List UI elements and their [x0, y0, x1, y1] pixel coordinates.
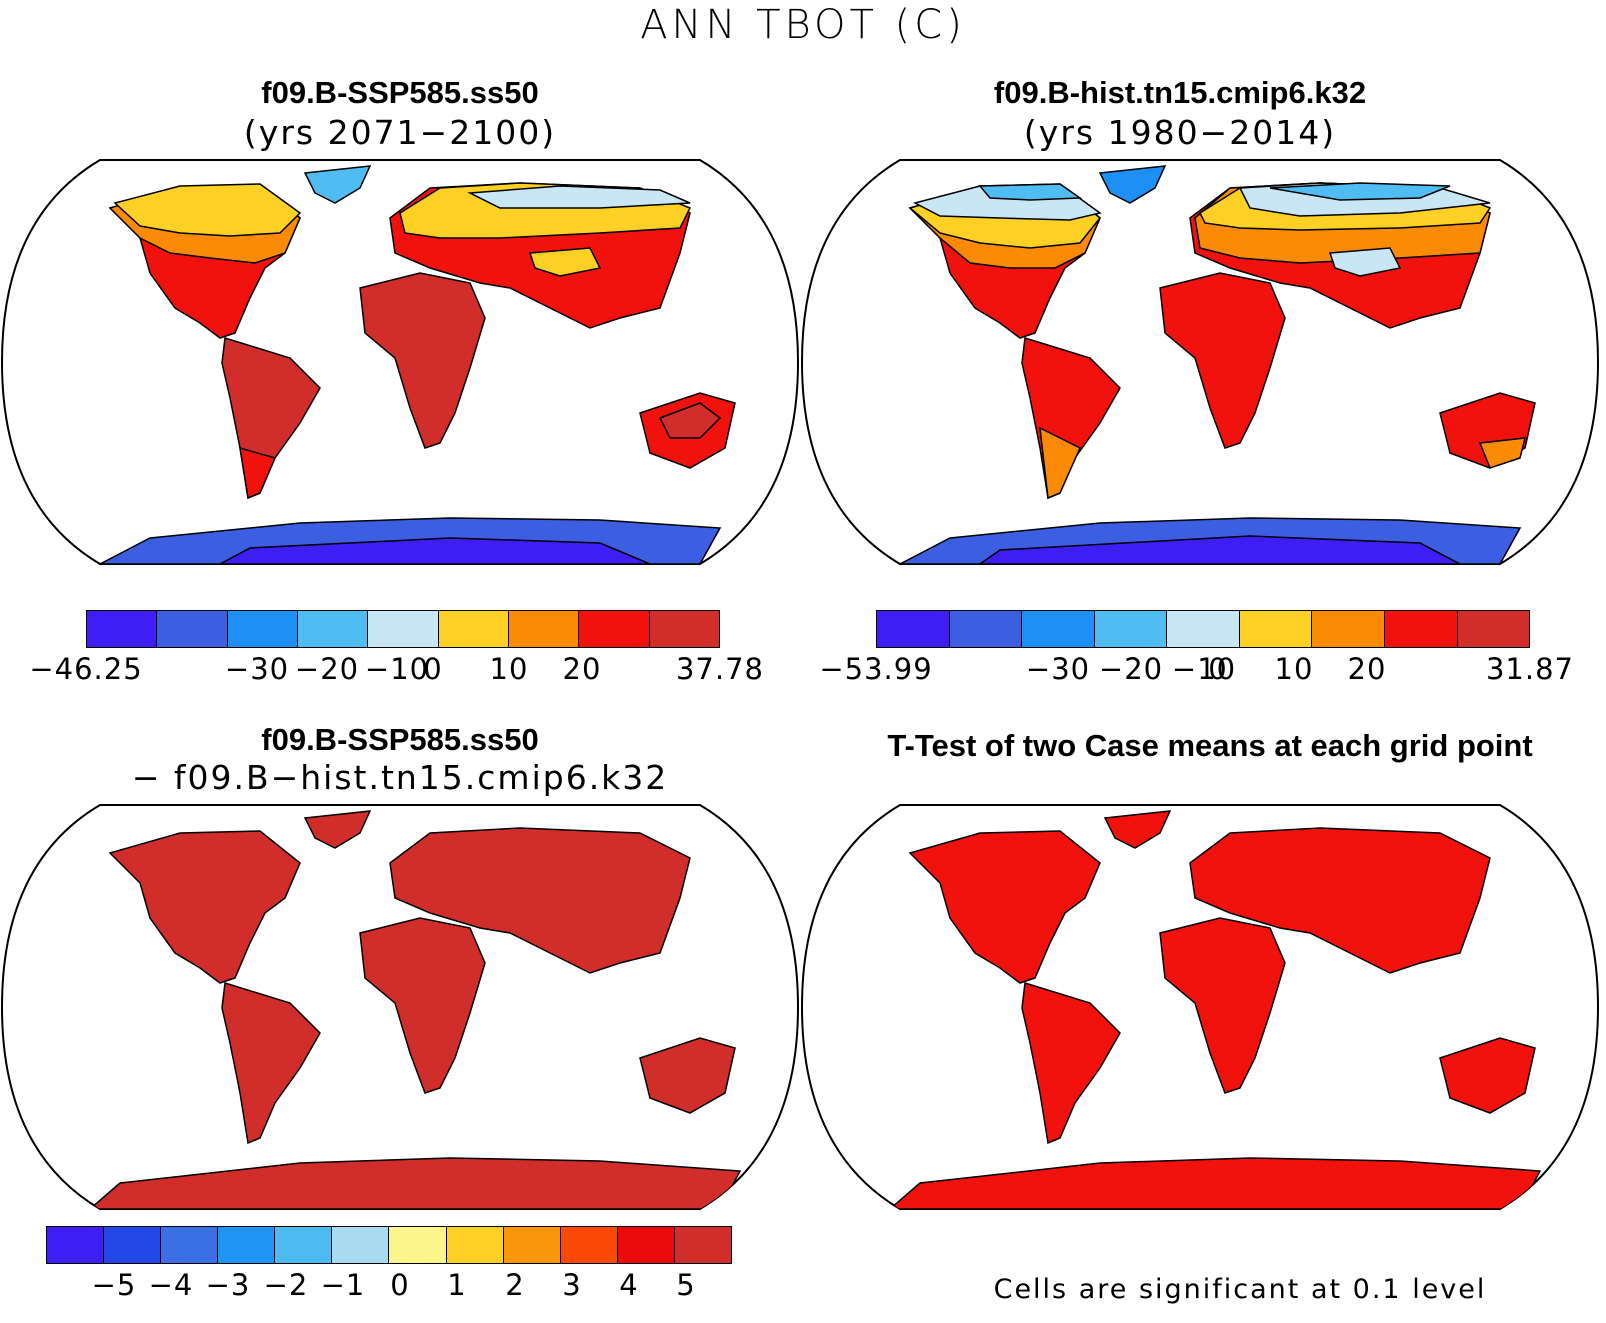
historical-colorbar-label: −10: [1171, 652, 1237, 686]
difference-colorbar-label: −2: [263, 1268, 309, 1302]
colorbar-difference: [46, 1226, 732, 1264]
difference-colorbar-label: 5: [676, 1268, 696, 1302]
historical-colorbar-cell: [1022, 611, 1095, 647]
difference-colorbar-cell: [104, 1227, 162, 1263]
future-colorbar-cell: [579, 611, 650, 647]
difference-colorbar-label: 0: [390, 1268, 410, 1302]
future-colorbar-label: −20: [294, 652, 360, 686]
historical-colorbar-cell: [877, 611, 950, 647]
colorbar-historical-labels: −53.99 −30 −20 −10 0 10 20 31.87: [800, 652, 1606, 692]
historical-colorbar-cell: [1167, 611, 1240, 647]
future-colorbar-cell: [157, 611, 228, 647]
future-colorbar-label: −10: [364, 652, 430, 686]
difference-colorbar-cell: [446, 1227, 504, 1263]
future-colorbar-cell: [87, 611, 158, 647]
map-historical: [800, 159, 1600, 565]
map-ttest: [800, 804, 1600, 1210]
difference-colorbar-cell: [332, 1227, 390, 1263]
historical-colorbar-cell: [1457, 611, 1530, 647]
difference-colorbar-cell: [617, 1227, 675, 1263]
difference-colorbar-cell: [161, 1227, 219, 1263]
future-colorbar-label: 20: [562, 652, 602, 686]
future-colorbar-cell: [297, 611, 369, 647]
historical-colorbar-label: −30: [1025, 652, 1091, 686]
difference-colorbar-label: −4: [148, 1268, 194, 1302]
difference-colorbar-label: 4: [619, 1268, 639, 1302]
historical-colorbar-label: 31.87: [1485, 652, 1575, 686]
difference-colorbar-label: 1: [447, 1268, 467, 1302]
difference-colorbar-cell: [47, 1227, 105, 1263]
historical-colorbar-label: 0: [1208, 652, 1228, 686]
historical-colorbar-cell: [1384, 611, 1458, 647]
colorbar-historical: [876, 610, 1530, 648]
difference-colorbar-cell: [389, 1227, 447, 1263]
historical-colorbar-cell: [1239, 611, 1313, 647]
future-colorbar-label: −30: [224, 652, 290, 686]
historical-colorbar-cell: [1094, 611, 1168, 647]
historical-colorbar-label: −53.99: [819, 652, 933, 686]
historical-colorbar-label: 10: [1274, 652, 1314, 686]
future-colorbar-label: 0: [423, 652, 443, 686]
colorbar-difference-labels: −5 −4 −3 −2 −1 0 1 2 3 4 5: [46, 1268, 732, 1308]
difference-colorbar-label: −3: [205, 1268, 251, 1302]
future-colorbar-cell: [649, 611, 719, 647]
historical-colorbar-label: 20: [1347, 652, 1387, 686]
difference-colorbar-cell: [560, 1227, 618, 1263]
difference-colorbar-label: 2: [505, 1268, 525, 1302]
future-colorbar-cell: [227, 611, 298, 647]
panel-ttest-title: T-Test of two Case means at each grid po…: [887, 728, 1533, 763]
colorbar-future: [86, 610, 720, 648]
panel-future-title: f09.B-SSP585.ss50: [261, 75, 539, 110]
difference-colorbar-label: 3: [562, 1268, 582, 1302]
future-colorbar-label: −46.25: [29, 652, 143, 686]
future-colorbar-label: 37.78: [675, 652, 765, 686]
panel-historical-title: f09.B-hist.tn15.cmip6.k32: [993, 75, 1367, 110]
panel-future-subtitle: (yrs 2071−2100): [243, 113, 557, 152]
future-colorbar-label: 10: [489, 652, 529, 686]
map-difference: [0, 804, 800, 1210]
future-colorbar-cell: [438, 611, 509, 647]
difference-colorbar-label: −5: [91, 1268, 137, 1302]
colorbar-future-labels: −46.25 −30 −20 −10 0 10 20 37.78: [0, 652, 800, 692]
future-colorbar-cell: [368, 611, 439, 647]
historical-colorbar-cell: [949, 611, 1023, 647]
historical-colorbar-label: −20: [1098, 652, 1164, 686]
panel-difference-title: f09.B-SSP585.ss50: [261, 722, 539, 757]
future-colorbar-cell: [508, 611, 580, 647]
historical-colorbar-cell: [1312, 611, 1385, 647]
panel-historical-subtitle: (yrs 1980−2014): [1023, 113, 1337, 152]
difference-colorbar-cell: [218, 1227, 276, 1263]
panel-difference-subtitle: − f09.B−hist.tn15.cmip6.k32: [131, 758, 669, 797]
difference-colorbar-cell: [503, 1227, 561, 1263]
significance-note: Cells are significant at 0.1 level: [993, 1274, 1487, 1305]
difference-colorbar-label: −1: [320, 1268, 366, 1302]
figure-title: ANN TBOT (C): [640, 2, 966, 48]
difference-colorbar-cell: [275, 1227, 333, 1263]
difference-colorbar-cell: [674, 1227, 731, 1263]
map-future: [0, 159, 800, 565]
